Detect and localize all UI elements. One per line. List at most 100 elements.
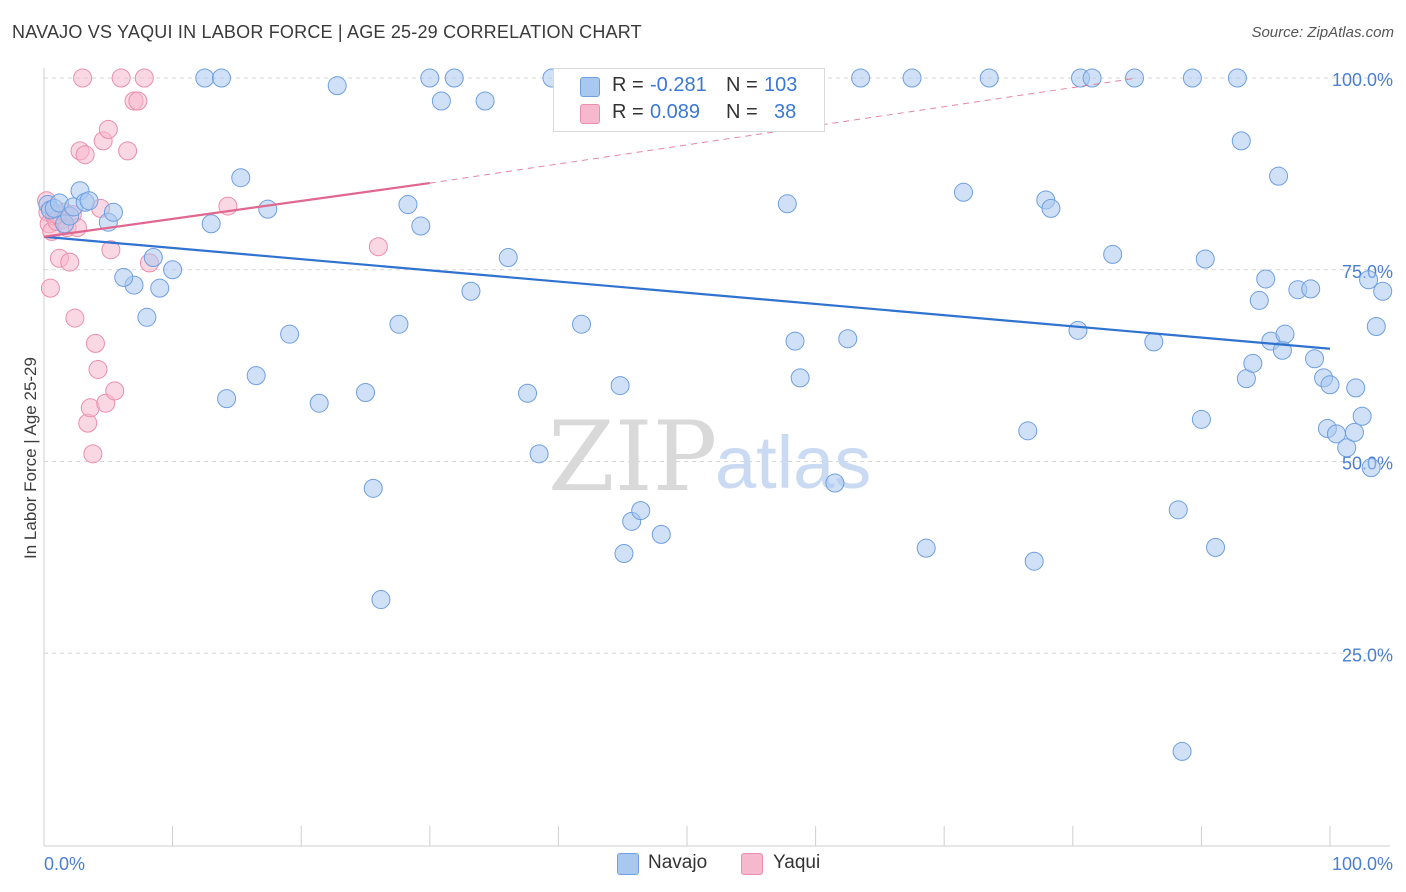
navajo-point (1344, 422, 1364, 442)
navajo-point (217, 389, 237, 409)
navajo-point (137, 307, 157, 327)
y-tick-label: 100.0% (1332, 70, 1393, 90)
stats-legend: R = -0.281 N = 103 R = 0.089 N = 38 (553, 68, 825, 132)
legend-swatch-navajo (580, 77, 600, 97)
navajo-point (1269, 166, 1289, 186)
legend-r-label: R = (612, 74, 644, 96)
grid-lines (44, 77, 1390, 654)
navajo-point (529, 444, 549, 464)
navajo-point (327, 76, 347, 96)
yaqui-point (101, 240, 121, 260)
navajo-point (79, 191, 99, 211)
navajo-point (1068, 320, 1088, 340)
legend-n-value: 103 (764, 74, 798, 96)
navajo-point (114, 267, 134, 287)
navajo-point (363, 478, 383, 498)
navajo-point (979, 68, 999, 88)
navajo-point (103, 202, 123, 222)
yaqui-point (368, 237, 388, 257)
navajo-point (1172, 741, 1192, 761)
navajo-point (614, 544, 634, 564)
legend-swatch-navajo (617, 853, 639, 875)
navajo-point (953, 182, 973, 202)
yaqui-trend-line (43, 181, 430, 238)
navajo-point (246, 366, 266, 386)
navajo-trend-line (43, 235, 1331, 350)
navajo-point (1359, 270, 1379, 290)
legend-n-label: N = (726, 101, 758, 123)
navajo-point (211, 68, 231, 88)
navajo-point (163, 260, 183, 280)
navajo-point (1301, 279, 1321, 299)
navajo-point (790, 368, 810, 388)
navajo-point (444, 68, 464, 88)
yaqui-point (105, 381, 125, 401)
navajo-point (258, 199, 278, 219)
navajo-point (461, 281, 481, 301)
navajo-point (498, 247, 518, 267)
legend-n-label: N = (726, 74, 758, 96)
navajo-point (631, 501, 651, 521)
navajo-point (431, 91, 451, 111)
navajo-point (1144, 332, 1164, 352)
navajo-point (1305, 349, 1325, 369)
navajo-point (1125, 68, 1145, 88)
y-axis-label: In Labor Force | Age 25-29 (21, 357, 40, 559)
navajo-point (1227, 68, 1247, 88)
x-tick-label: 100.0% (1332, 854, 1393, 874)
navajo-point (1320, 375, 1340, 395)
navajo-point (398, 195, 418, 215)
navajo-points (38, 68, 1393, 761)
navajo-point (201, 214, 221, 234)
navajo-point (1082, 68, 1102, 88)
legend-r-value: -0.281 (650, 74, 707, 96)
navajo-point (1182, 68, 1202, 88)
navajo-point (518, 383, 538, 403)
navajo-point (389, 314, 409, 334)
legend-label-yaqui: Yaqui (773, 852, 821, 873)
navajo-point (1168, 500, 1188, 520)
yaqui-point (83, 444, 103, 464)
yaqui-point (85, 333, 105, 353)
navajo-point (371, 590, 391, 610)
legend-n-value: 38 (774, 101, 797, 123)
series-legend: Navajo Yaqui (0, 850, 1406, 878)
yaqui-points (37, 68, 388, 464)
yaqui-point (134, 68, 154, 88)
navajo-point (1195, 249, 1215, 269)
source-label: Source: ZipAtlas.com (1251, 24, 1394, 41)
navajo-point (1243, 353, 1263, 373)
watermark-zip: ZIP (548, 401, 717, 513)
yaqui-point (60, 252, 80, 272)
legend-r-label: R = (612, 101, 644, 123)
navajo-point (902, 68, 922, 88)
navajo-point (1366, 317, 1386, 337)
yaqui-point (88, 359, 108, 379)
legend-swatch-yaqui (580, 104, 600, 124)
legend-r-value: 0.089 (650, 101, 701, 123)
navajo-point (610, 376, 630, 396)
navajo-point (420, 68, 440, 88)
navajo-point (1018, 421, 1038, 441)
navajo-point (280, 324, 300, 344)
navajo-point (1024, 551, 1044, 571)
navajo-point (1352, 406, 1372, 426)
navajo-point (1103, 244, 1123, 264)
navajo-point (916, 538, 936, 558)
navajo-point (195, 68, 215, 88)
chart-title: NAVAJO VS YAQUI IN LABOR FORCE | AGE 25-… (12, 22, 642, 42)
navajo-point (150, 278, 170, 298)
y-tick-label: 25.0% (1342, 645, 1393, 665)
navajo-point (572, 314, 592, 334)
navajo-point (1361, 458, 1381, 478)
navajo-point (1206, 537, 1226, 557)
navajo-point (825, 473, 845, 493)
navajo-point (1041, 198, 1061, 218)
navajo-point (309, 393, 329, 413)
watermark-atlas: atlas (715, 421, 871, 504)
navajo-point (1249, 290, 1269, 310)
legend-row-yaqui: R = 0.089 N = 38 (554, 99, 824, 127)
x-tick-label: 0.0% (44, 854, 85, 874)
yaqui-point (40, 278, 60, 298)
